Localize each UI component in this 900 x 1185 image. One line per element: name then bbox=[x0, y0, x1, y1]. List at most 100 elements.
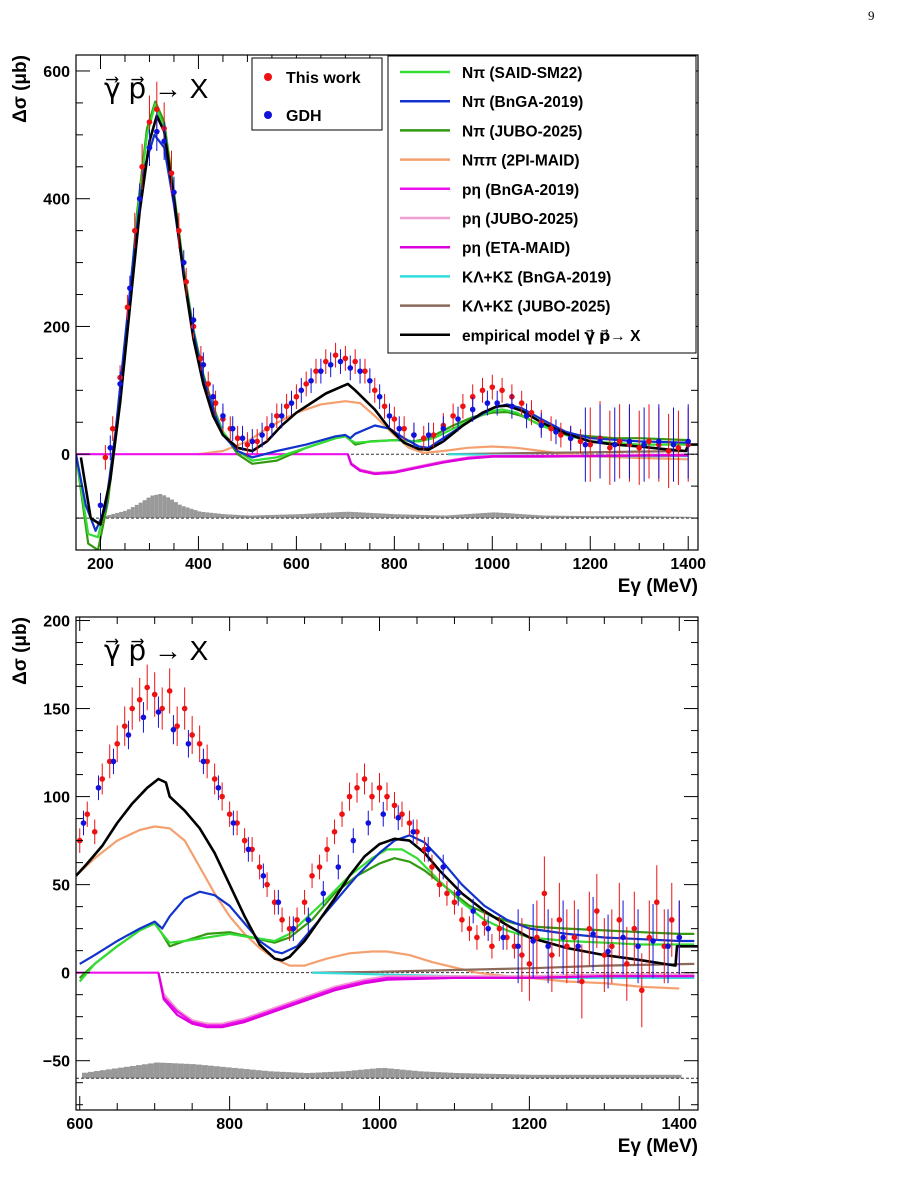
gdh-point bbox=[626, 438, 633, 445]
this-work-point bbox=[316, 864, 323, 870]
this-work-point bbox=[354, 784, 360, 791]
this-work-point bbox=[587, 441, 594, 448]
page-number: 9 bbox=[868, 8, 875, 23]
this-work-point bbox=[616, 438, 623, 445]
this-work-point bbox=[322, 358, 329, 365]
gdh-point bbox=[523, 413, 530, 419]
systematics-bar bbox=[479, 513, 484, 519]
gdh-point bbox=[117, 381, 123, 387]
this-work-point bbox=[534, 934, 540, 941]
systematics-bar bbox=[327, 1071, 334, 1079]
gdh-point bbox=[656, 438, 662, 445]
systematics-bar bbox=[612, 516, 617, 519]
this-work-point bbox=[665, 448, 672, 454]
this-work-point bbox=[303, 381, 309, 387]
systematics-bar bbox=[453, 1072, 460, 1079]
x-axis-title: Eγ (MeV) bbox=[618, 1136, 698, 1157]
this-work-point bbox=[384, 793, 390, 800]
systematics-bar bbox=[232, 514, 237, 519]
y-tick-label: 0 bbox=[61, 966, 70, 983]
gdh-point bbox=[380, 811, 387, 817]
legend-label: KΛ+KΣ (JUBO-2025) bbox=[462, 299, 610, 316]
systematics-bar bbox=[81, 1072, 88, 1079]
systematics-bar bbox=[546, 515, 551, 519]
this-work-point bbox=[264, 425, 270, 432]
this-work-point bbox=[254, 438, 261, 445]
curve-k-jubo bbox=[312, 962, 695, 974]
gdh-point bbox=[440, 425, 447, 432]
this-work-point bbox=[401, 425, 407, 432]
this-work-point bbox=[601, 952, 608, 958]
systematics-bar bbox=[675, 516, 680, 519]
systematics-bar bbox=[579, 1074, 586, 1079]
gdh-point bbox=[220, 413, 226, 419]
systematics-bar bbox=[350, 511, 355, 519]
y-axis-title: Δσ (μb) bbox=[10, 55, 31, 123]
systematics-bar bbox=[616, 516, 621, 519]
systematics-bar bbox=[346, 511, 351, 519]
systematics-bar bbox=[581, 516, 586, 519]
systematics-bar bbox=[255, 1070, 262, 1079]
this-work-point bbox=[309, 873, 315, 879]
systematics-bar bbox=[111, 513, 116, 519]
systematics-bar bbox=[487, 512, 492, 519]
this-work-point bbox=[381, 403, 388, 410]
gdh-point bbox=[337, 358, 344, 365]
systematics-bar bbox=[577, 515, 582, 519]
this-work-point bbox=[376, 784, 383, 791]
systematics-bar bbox=[177, 1063, 184, 1079]
this-work-point bbox=[342, 355, 349, 362]
systematics-bar bbox=[429, 1071, 436, 1079]
panel-2: 600 800 1000 1200 1400 −50 0 50 100 150 200 Eγ (MeV… bbox=[10, 614, 699, 1157]
gdh-point bbox=[597, 438, 603, 445]
systematics-bar bbox=[105, 1069, 112, 1079]
systematics-bar bbox=[405, 1070, 412, 1079]
systematics-bar bbox=[377, 513, 382, 519]
gdh-point bbox=[278, 413, 285, 419]
x-tick-label: 600 bbox=[283, 556, 310, 573]
systematics-bar bbox=[537, 1074, 544, 1079]
systematics-bar bbox=[683, 516, 688, 519]
systematics-bar bbox=[597, 516, 602, 519]
this-work-point bbox=[102, 454, 109, 461]
gdh-point bbox=[229, 425, 236, 432]
systematics-bar bbox=[375, 1068, 382, 1079]
systematics-bar bbox=[193, 510, 198, 519]
systematics-bar bbox=[489, 1073, 496, 1079]
systematics-bar bbox=[471, 513, 476, 519]
legend-data: This work GDH bbox=[251, 57, 383, 131]
systematics-bar bbox=[273, 1071, 280, 1079]
this-work-point bbox=[196, 740, 203, 747]
systematics-bar bbox=[440, 515, 445, 519]
this-work-point bbox=[459, 917, 465, 923]
systematics-bar bbox=[351, 1070, 358, 1079]
this-work-point bbox=[624, 961, 630, 967]
systematics-bar bbox=[181, 506, 186, 519]
systematics-bar bbox=[130, 507, 135, 519]
systematics-bar bbox=[405, 514, 410, 519]
this-work-point bbox=[168, 170, 175, 176]
reaction-label: γ⃗ p⃗ → X bbox=[104, 73, 209, 104]
systematics-bar bbox=[557, 515, 562, 519]
x-tick-label: 600 bbox=[66, 1116, 93, 1133]
gdh-point bbox=[500, 934, 506, 941]
y-tick-label: 50 bbox=[52, 878, 70, 895]
systematics-bar bbox=[195, 1064, 202, 1079]
this-work-point bbox=[362, 368, 368, 374]
systematics-bar bbox=[513, 1074, 520, 1079]
gdh-point bbox=[545, 943, 551, 950]
systematics-bar bbox=[267, 514, 272, 519]
this-work-point bbox=[205, 381, 212, 387]
this-work-point bbox=[121, 723, 128, 729]
systematics-bar bbox=[659, 516, 664, 519]
this-work-point bbox=[369, 793, 375, 800]
systematics-bar bbox=[185, 507, 190, 519]
gdh-point bbox=[365, 820, 372, 826]
gdh-point bbox=[136, 195, 143, 202]
systematics-bar bbox=[225, 1067, 232, 1079]
systematics-bar bbox=[256, 515, 261, 519]
this-work-point bbox=[198, 355, 204, 362]
systematics-bar bbox=[679, 516, 684, 519]
this-work-point bbox=[675, 445, 682, 451]
this-work-point bbox=[646, 438, 652, 445]
